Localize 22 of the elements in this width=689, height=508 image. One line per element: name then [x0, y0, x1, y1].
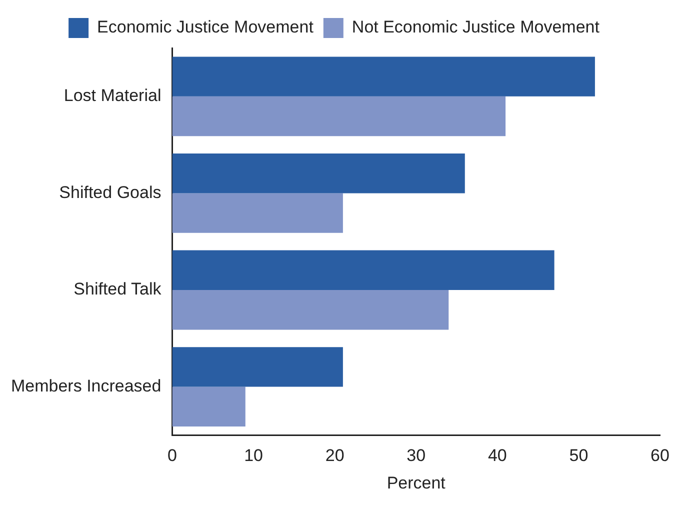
- legend-label: Economic Justice Movement: [97, 18, 314, 37]
- y-tick-label: Members Increased: [10, 376, 162, 396]
- x-axis-title: Percent: [386, 473, 446, 492]
- x-tick-label: 0: [167, 446, 177, 466]
- x-tick-label: 30: [406, 446, 426, 466]
- bar: [172, 386, 246, 426]
- bar: [172, 290, 449, 330]
- y-tick-label: Shifted Talk: [74, 280, 162, 299]
- bar: [172, 347, 343, 387]
- bar: [172, 96, 506, 136]
- bar: [172, 250, 554, 290]
- bar: [172, 56, 595, 96]
- bar: [172, 154, 465, 194]
- legend-label: Not Economic Justice Movement: [352, 18, 600, 37]
- x-tick-label: 50: [569, 446, 588, 466]
- bar: [172, 193, 343, 233]
- x-tick-label: 40: [488, 446, 507, 466]
- x-tick-label: 20: [325, 446, 344, 466]
- y-tick-label: Lost Material: [64, 86, 162, 106]
- x-tick-label: 10: [244, 446, 263, 466]
- y-tick-label: Shifted Goals: [59, 182, 162, 202]
- x-tick-label: 60: [650, 446, 670, 466]
